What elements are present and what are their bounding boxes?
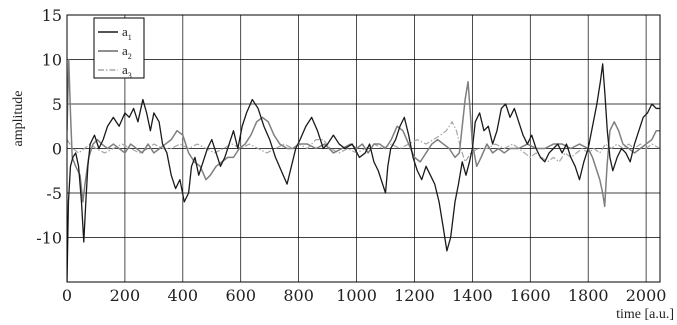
y-tick-label: 15 (42, 6, 62, 25)
x-tick-label: 2000 (626, 286, 667, 305)
legend-label-a2: a2 (122, 43, 132, 61)
y-tick-labels: 15 10 5 0 -5 -10 (36, 6, 62, 248)
y-tick-label: 0 (52, 140, 62, 159)
series-line-a1 (67, 63, 660, 282)
x-tick-label: 1000 (336, 286, 377, 305)
x-tick-label: 200 (110, 286, 141, 305)
y-tick-label: -5 (46, 184, 62, 203)
y-axis-label: amplitude (11, 91, 26, 147)
plot-frame (66, 14, 661, 283)
legend-label-a1: a1 (122, 24, 132, 42)
y-tick-label: 5 (52, 95, 62, 114)
x-tick-label: 600 (225, 286, 256, 305)
x-tick-label: 1200 (394, 286, 435, 305)
x-axis-label: time [a.u.] (616, 307, 674, 322)
y-tick-label: 10 (42, 51, 62, 70)
legend-box (93, 17, 145, 79)
x-tick-label: 1600 (510, 286, 551, 305)
x-tick-label: 0 (62, 286, 72, 305)
series-layer (67, 58, 660, 282)
legend-label-a3: a3 (122, 62, 132, 80)
x-tick-labels: 0 200 400 600 800 1000 1200 1400 1600 1800 2000 (62, 286, 667, 305)
x-tick-label: 400 (168, 286, 199, 305)
series-line-a3 (67, 121, 660, 163)
x-tick-label: 800 (283, 286, 314, 305)
series-line-a2 (67, 58, 660, 208)
y-tick-label: -10 (36, 229, 62, 248)
x-tick-label: 1400 (452, 286, 493, 305)
x-tick-label: 1800 (568, 286, 609, 305)
